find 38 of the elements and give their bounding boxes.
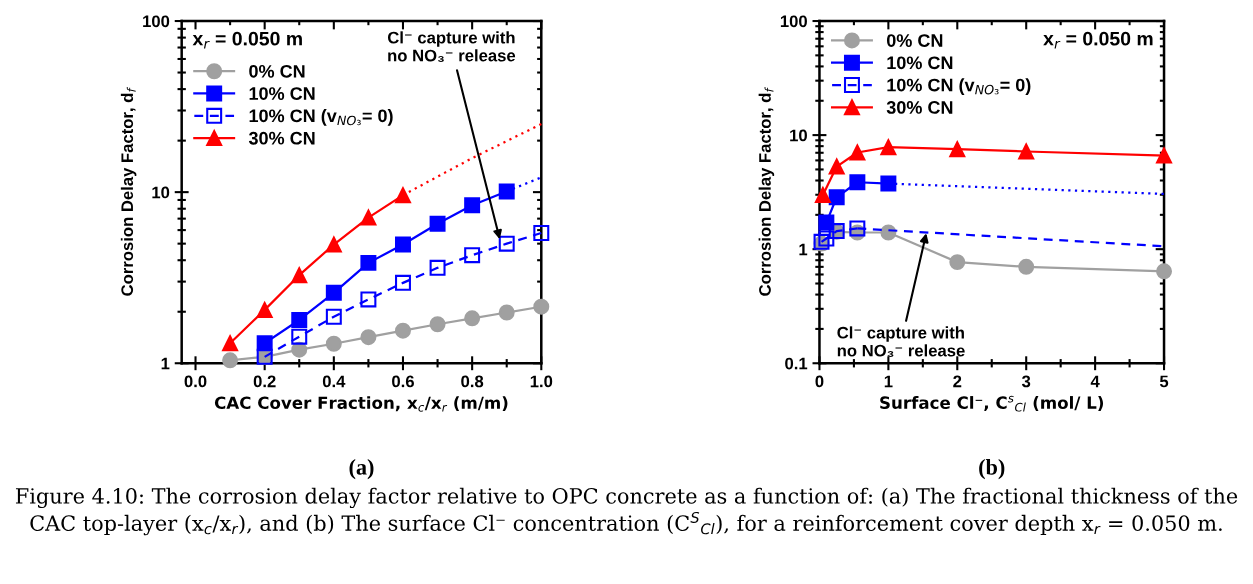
legend-label: 0% CN: [249, 64, 305, 78]
y-tick-label: 10: [152, 186, 170, 199]
y-tick-label: 100: [143, 15, 170, 28]
y-tick-label: 100: [780, 15, 807, 28]
x-tick-label: 0.8: [461, 375, 484, 388]
annotation: Cl⁻ capture with no NO₃⁻ release: [387, 31, 516, 62]
y-tick-label: 10: [790, 129, 807, 142]
legend-label: 30% CN: [248, 131, 315, 145]
x-axis-title: Surface Cl⁻, C$^{s}$$_{Cl}$ (mol/ L): [880, 395, 1104, 412]
text: (a): [349, 459, 374, 480]
y-tick-label: 0.1: [785, 357, 808, 370]
x-tick-label: 4: [1090, 375, 1100, 388]
x-tick-label: 1.0: [530, 375, 553, 388]
text: Figure 4.10: The corrosion delay factor relative to OPC concrete as a function of: (a) The fractional thickness of the CAC top-layer (x$_{c}$/x$_{r}$), and (b) The surface Cl⁻ concentration (C$^{S}$$_{Cl}$), for a reinforcement cover depth x$_{r}$ = 0.050 m.: [15, 487, 1238, 536]
annotation: Cl⁻ capture with no NO₃⁻ release: [837, 326, 965, 357]
legend-label: 0% CN: [886, 34, 943, 47]
legend-label: 10% CN: [887, 56, 953, 70]
y-axis-title: Corrosion Delay Factor, d$_{f}$: [120, 86, 137, 296]
y-tick-label: 1: [799, 243, 808, 256]
legend-label: 10% CN (v$_{NO₃}$= 0): [887, 78, 1031, 95]
legend-label: 10% CN (v$_{NO₃}$= 0): [249, 108, 393, 126]
x-tick-label: 0.4: [322, 375, 346, 388]
x-tick-label: 3: [1021, 375, 1031, 388]
legend-label: 10% CN: [249, 87, 315, 100]
x-tick-label: 5: [1159, 375, 1169, 388]
x-tick-label: 0.0: [184, 375, 207, 388]
x-tick-label: 2: [953, 375, 962, 388]
text: (b): [979, 459, 1005, 480]
x-tick-label: 0.6: [392, 375, 414, 388]
legend-label: 30% CN: [886, 101, 953, 114]
y-axis-title: Corrosion Delay Factor, d$_{f}$: [758, 86, 775, 296]
y-tick-label: 1: [161, 357, 170, 370]
annotation: x$_{r}$ = 0.050 m: [192, 31, 302, 49]
x-tick-label: 1: [884, 375, 893, 388]
annotation: x$_{r}$ = 0.050 m: [1043, 31, 1153, 49]
x-axis-title: CAC Cover Fraction, x$_{c}$/x$_{r}$ (m/m): [214, 396, 508, 412]
x-tick-label: 0.2: [253, 375, 276, 388]
x-tick-label: 0: [815, 375, 824, 388]
